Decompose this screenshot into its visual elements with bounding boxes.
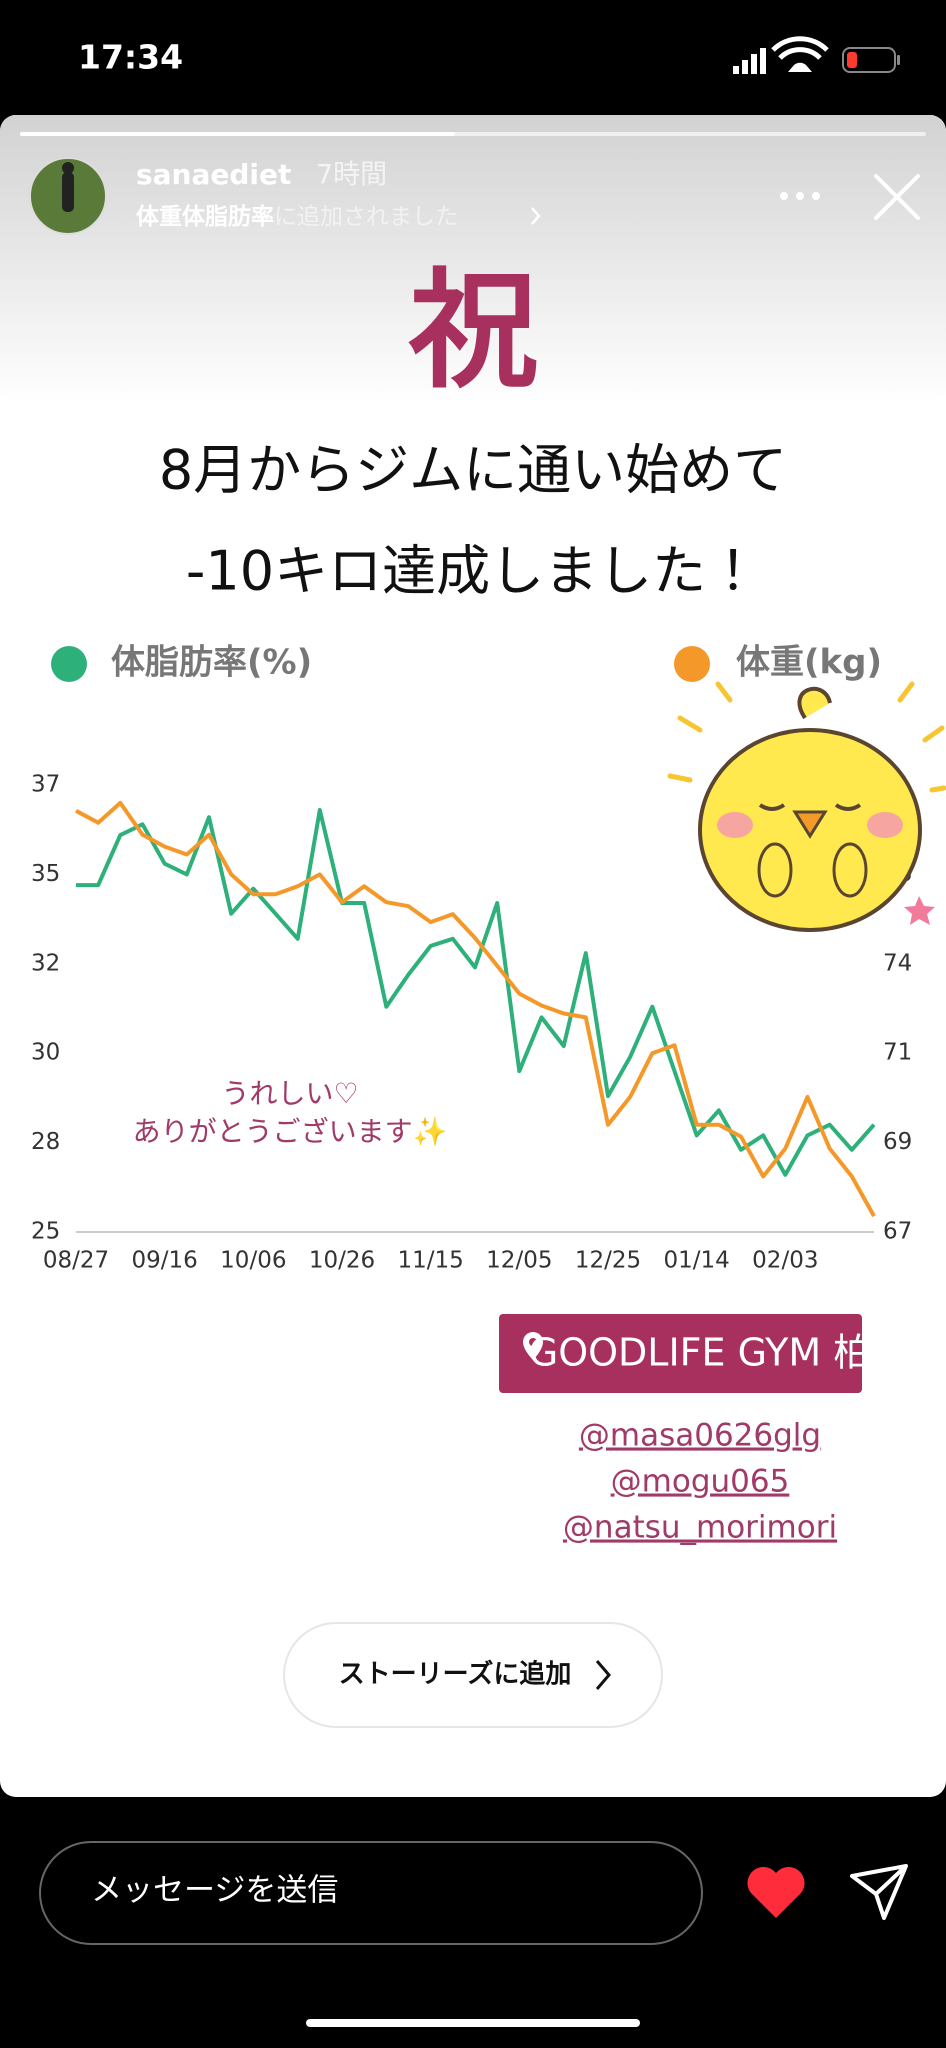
x-tick-label: 01/14: [664, 1248, 730, 1274]
message-placeholder[interactable]: メッセージを送信: [91, 1873, 338, 1909]
chevron: [595, 1660, 611, 1690]
more-button[interactable]: [780, 192, 820, 200]
y-tick-label: 32: [31, 950, 60, 976]
mention[interactable]: @mogu065: [611, 1464, 790, 1500]
x-tick-label: 12/05: [486, 1248, 552, 1274]
like-button[interactable]: [747, 1866, 805, 1918]
location-tag[interactable]: GOODLIFE GYM 柏: [529, 1331, 871, 1375]
series-line: [75, 800, 876, 1218]
x-tick-label: 09/16: [132, 1248, 198, 1274]
y2-tick-label: 74: [883, 950, 912, 976]
message-input[interactable]: [39, 1841, 703, 1945]
y-tick-label: 37: [31, 772, 60, 798]
username[interactable]: sanaediet: [136, 158, 291, 191]
progress-fill: [20, 132, 455, 136]
legend-swatch: [674, 646, 710, 682]
add-to-story-button[interactable]: [283, 1622, 663, 1728]
mention[interactable]: @natsu_morimori: [563, 1510, 837, 1546]
celebration-symbol: 祝: [408, 257, 537, 406]
y-tick-label: 35: [31, 861, 60, 887]
annotation: うれしい♡: [221, 1077, 358, 1110]
x-tick-label: 12/25: [575, 1248, 641, 1274]
pin-dot: [529, 1338, 537, 1346]
close-button[interactable]: [874, 174, 920, 220]
y2-tick-label: 71: [883, 1040, 912, 1066]
location-tag-bg[interactable]: [499, 1314, 862, 1393]
x-tick-label: 10/26: [309, 1248, 375, 1274]
headline-line: -10キロ達成しました！: [186, 540, 760, 603]
y2-tick-label: 67: [883, 1219, 912, 1245]
x-tick-label: 08/27: [43, 1248, 109, 1274]
chart: 252830323537676971747608/2709/1610/0610/…: [31, 643, 912, 1274]
chick-sticker: [667, 681, 946, 932]
status-time: 17:34: [78, 38, 183, 77]
legend-label: 体脂肪率(%): [111, 643, 312, 683]
y-tick-label: 30: [31, 1040, 60, 1066]
time-ago: 7時間: [316, 160, 387, 191]
x-tick-label: 02/03: [752, 1248, 818, 1274]
mention[interactable]: @masa0626glg: [579, 1418, 821, 1454]
home-indicator: [306, 2019, 640, 2027]
highlight-suffix: に追加されました: [274, 204, 458, 230]
x-tick-label: 11/15: [398, 1248, 464, 1274]
mentions: @masa0626glg @mogu065 @natsu_morimori: [563, 1418, 837, 1546]
highlight-link[interactable]: 体重体脂肪率に追加されました: [136, 204, 458, 230]
annotation: ありがとうございます✨: [133, 1115, 448, 1148]
story-header-bg: [0, 115, 946, 405]
status-icons: [733, 36, 900, 74]
share-button[interactable]: [850, 1864, 908, 1920]
legend-swatch: [51, 646, 87, 682]
headline-line: 8月からジムに通い始めて: [159, 439, 787, 502]
add-to-story-label[interactable]: ストーリーズに追加: [339, 1659, 572, 1690]
x-tick-label: 10/06: [220, 1248, 286, 1274]
legend-label: 体重(kg): [736, 643, 882, 683]
avatar[interactable]: [29, 157, 107, 235]
y-tick-label: 28: [31, 1129, 60, 1155]
y2-tick-label: 69: [883, 1129, 912, 1155]
chevron: [531, 207, 541, 225]
series-line: [76, 808, 876, 1177]
y-tick-label: 25: [31, 1219, 60, 1245]
highlight-name: 体重体脂肪率: [136, 204, 274, 230]
